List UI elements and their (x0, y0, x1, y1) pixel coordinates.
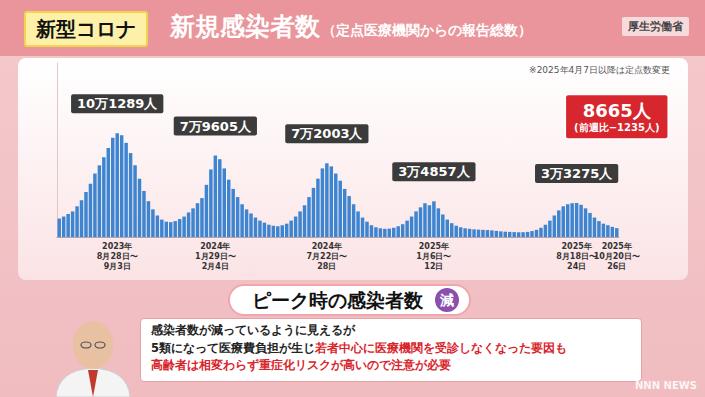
svg-text:8月18日〜: 8月18日〜 (556, 252, 597, 261)
svg-text:10万1289人: 10万1289人 (77, 96, 158, 111)
svg-text:1月29日〜: 1月29日〜 (195, 252, 236, 261)
svg-text:3万3275人: 3万3275人 (541, 166, 613, 181)
html-text:ピーク時の感染者数: ピーク時の感染者数 (252, 289, 423, 311)
svg-text:7月22日〜: 7月22日〜 (306, 252, 347, 261)
svg-text:24日: 24日 (567, 262, 586, 271)
svg-text:9月3日: 9月3日 (104, 262, 131, 271)
svg-text:12日: 12日 (424, 262, 443, 271)
svg-text:2024年: 2024年 (200, 242, 230, 251)
svg-text:2023年: 2023年 (102, 242, 132, 251)
html-text:減: 減 (440, 292, 454, 308)
svg-text:8665人: 8665人 (583, 100, 652, 121)
svg-text:(前週比−1235人): (前週比−1235人) (574, 122, 659, 133)
svg-text:7万2003人: 7万2003人 (291, 126, 363, 141)
svg-text:2025年: 2025年 (419, 242, 449, 251)
svg-text:2025年: 2025年 (602, 242, 632, 251)
html-text:新型コロナ: 新型コロナ (36, 17, 136, 41)
svg-text:7万9605人: 7万9605人 (180, 119, 252, 134)
html-text:5類になって医療費負担が生じ若者中心に医療機関を受診しなくな: 5類になって医療費負担が生じ若者中心に医療機関を受診しなくなった要因も (151, 340, 567, 355)
svg-text:3万4857人: 3万4857人 (398, 164, 470, 179)
html-text:厚生労働省: 厚生労働省 (628, 20, 683, 33)
svg-text:2024年: 2024年 (312, 242, 342, 251)
svg-text:2月4日: 2月4日 (202, 262, 229, 271)
svg-text:28日: 28日 (317, 262, 336, 271)
svg-text:10月20日〜: 10月20日〜 (594, 252, 640, 261)
html-text:新規感染者数（定点医療機関からの報告総数）: 新規感染者数（定点医療機関からの報告総数） (170, 12, 532, 41)
svg-text:26日: 26日 (607, 262, 626, 271)
svg-text:1月6日〜: 1月6日〜 (416, 252, 451, 261)
html-text:感染者数が減っているように見えるが: 感染者数が減っているように見えるが (151, 323, 355, 337)
svg-text:8月28日〜: 8月28日〜 (97, 252, 138, 261)
svg-text:2025年: 2025年 (561, 242, 591, 251)
html-text:NNN NEWS: NNN NEWS (635, 380, 697, 391)
html-text:※2025年4月7日以降は定点数変更: ※2025年4月7日以降は定点数変更 (529, 65, 670, 75)
html-text:高齢者は相変わらず重症化リスクが高いので注意が必要: 高齢者は相変わらず重症化リスクが高いので注意が必要 (151, 358, 451, 372)
